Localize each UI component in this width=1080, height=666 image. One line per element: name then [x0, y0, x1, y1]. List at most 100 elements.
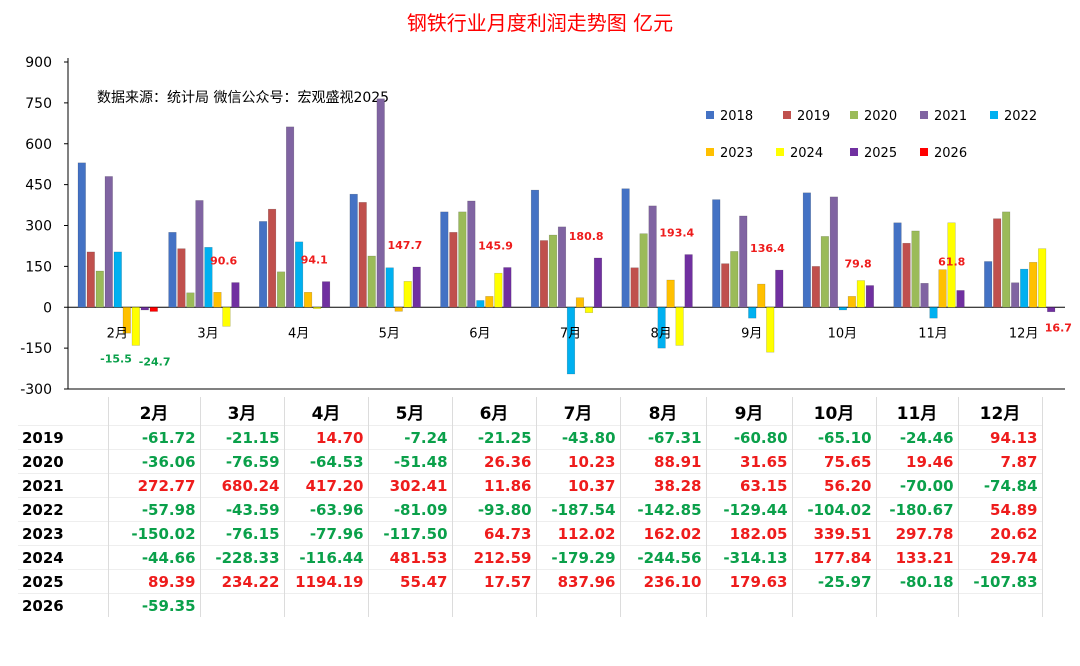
- table-cell: -65.10: [792, 426, 876, 450]
- bar-2018-10月: [803, 193, 811, 307]
- table-cell: 162.02: [620, 522, 706, 546]
- bar-2025-12月: [1047, 307, 1055, 312]
- table-cell: -187.54: [536, 498, 620, 522]
- bar-2022-2月: [114, 252, 122, 307]
- table-cell: -57.98: [108, 498, 200, 522]
- table-cell: [706, 594, 792, 618]
- table-header: 3月: [200, 397, 284, 426]
- table-header: 4月: [284, 397, 368, 426]
- bar-2020-9月: [730, 251, 738, 307]
- table-cell: -116.44: [284, 546, 368, 570]
- bar-2019-4月: [268, 209, 276, 307]
- table-row: 2023 -150.02 -76.15 -77.96 -117.50 64.73 112.0…: [18, 522, 1042, 546]
- table-cell: 89.39: [108, 570, 200, 594]
- bar-2019-6月: [450, 232, 458, 307]
- table-cell: 31.65: [706, 450, 792, 474]
- table-row: 2020 -36.06 -76.59 -64.53 -51.48 26.36 10.23 88…: [18, 450, 1042, 474]
- y-tick-label: 450: [25, 178, 52, 194]
- bar-2021-10月: [830, 197, 838, 307]
- table-cell: -7.24: [368, 426, 452, 450]
- bar-2020-4月: [277, 272, 285, 307]
- table-cell: 55.47: [368, 570, 452, 594]
- bar-2022-12月: [1020, 269, 1028, 307]
- data-label: 61.8: [938, 255, 965, 268]
- data-label: 180.8: [569, 230, 604, 243]
- table-cell: 11.86: [452, 474, 536, 498]
- legend-swatch-2022: [990, 111, 998, 119]
- y-tick-label: -150: [20, 341, 52, 357]
- table-cell: -93.80: [452, 498, 536, 522]
- bar-2021-7月: [558, 227, 566, 307]
- table-cell: 38.28: [620, 474, 706, 498]
- y-tick-label: 750: [25, 96, 52, 112]
- table-cell: -43.59: [200, 498, 284, 522]
- row-year: 2024: [18, 546, 108, 570]
- table-cell: -59.35: [108, 594, 200, 618]
- month-label: 5月: [379, 326, 400, 341]
- table-cell: 54.89: [958, 498, 1042, 522]
- bar-2024-10月: [857, 281, 865, 308]
- legend-label-2025: 2025: [864, 146, 897, 161]
- table-cell: -76.59: [200, 450, 284, 474]
- bar-2021-3月: [196, 200, 204, 307]
- table-cell: [452, 594, 536, 618]
- table-cell: -180.67: [876, 498, 958, 522]
- bar-2019-3月: [178, 249, 186, 308]
- table-cell: 302.41: [368, 474, 452, 498]
- bar-2018-5月: [350, 194, 358, 307]
- bar-2025-3月: [232, 283, 240, 308]
- table-row: 2026 -59.35: [18, 594, 1042, 618]
- y-tick-label: -300: [20, 382, 52, 398]
- table-row: 2021 272.77 680.24 417.20 302.41 11.86 10.37 38…: [18, 474, 1042, 498]
- bar-2018-8月: [622, 189, 630, 308]
- bar-2019-2月: [87, 252, 95, 307]
- legend-label-2019: 2019: [797, 109, 830, 124]
- table-cell: -80.18: [876, 570, 958, 594]
- table-cell: -63.96: [284, 498, 368, 522]
- table-header: 9月: [706, 397, 792, 426]
- month-label: 8月: [650, 326, 671, 341]
- bar-2022-5月: [386, 268, 394, 308]
- table-header: 6月: [452, 397, 536, 426]
- table-cell: -44.66: [108, 546, 200, 570]
- table-cell: -117.50: [368, 522, 452, 546]
- table-row: 2025 89.39 234.22 1194.19 55.47 17.57 837.96 23…: [18, 570, 1042, 594]
- bar-2022-4月: [295, 242, 303, 307]
- table-header: 8月: [620, 397, 706, 426]
- y-axis: 900 750 600 450 300 150 0 -150 -300: [20, 55, 1065, 398]
- table-cell: 112.02: [536, 522, 620, 546]
- bar-2020-3月: [187, 293, 195, 307]
- bar-2021-12月: [1011, 283, 1019, 308]
- bar-2019-10月: [812, 266, 820, 307]
- table-cell: 680.24: [200, 474, 284, 498]
- data-label: 79.8: [845, 258, 872, 271]
- table-header: 11月: [876, 397, 958, 426]
- data-label: 193.4: [659, 227, 694, 240]
- bar-2024-9月: [766, 307, 774, 352]
- data-label: -24.7: [139, 355, 171, 368]
- bar-2019-8月: [631, 268, 639, 308]
- table-cell: -81.09: [368, 498, 452, 522]
- bar-2019-11月: [903, 243, 911, 307]
- table-cell: -64.53: [284, 450, 368, 474]
- month-label: 10月: [828, 326, 858, 341]
- bar-2021-6月: [468, 201, 476, 307]
- table-cell: 19.46: [876, 450, 958, 474]
- bar-2024-5月: [404, 281, 412, 307]
- bar-2020-6月: [459, 212, 467, 307]
- table-cell: 88.91: [620, 450, 706, 474]
- row-year: 2021: [18, 474, 108, 498]
- bar-2023-11月: [939, 270, 947, 308]
- table-cell: 1194.19: [284, 570, 368, 594]
- row-year: 2019: [18, 426, 108, 450]
- table-cell: 56.20: [792, 474, 876, 498]
- table-cell: -24.46: [876, 426, 958, 450]
- bar-2020-12月: [1002, 212, 1010, 307]
- y-tick-label: 300: [25, 219, 52, 235]
- row-year: 2022: [18, 498, 108, 522]
- bar-2023-5月: [395, 307, 403, 311]
- chart: 钢铁行业月度利润走势图 亿元 数据来源：统计局 微信公众号：宏观盛视2025 9…: [0, 0, 1080, 400]
- bar-2021-2月: [105, 176, 113, 307]
- table-cell: 837.96: [536, 570, 620, 594]
- data-label: 94.1: [301, 254, 328, 267]
